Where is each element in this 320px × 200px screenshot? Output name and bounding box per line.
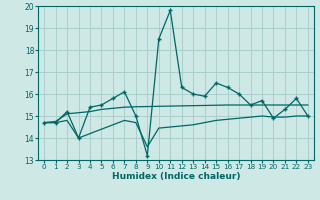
X-axis label: Humidex (Indice chaleur): Humidex (Indice chaleur) (112, 172, 240, 181)
